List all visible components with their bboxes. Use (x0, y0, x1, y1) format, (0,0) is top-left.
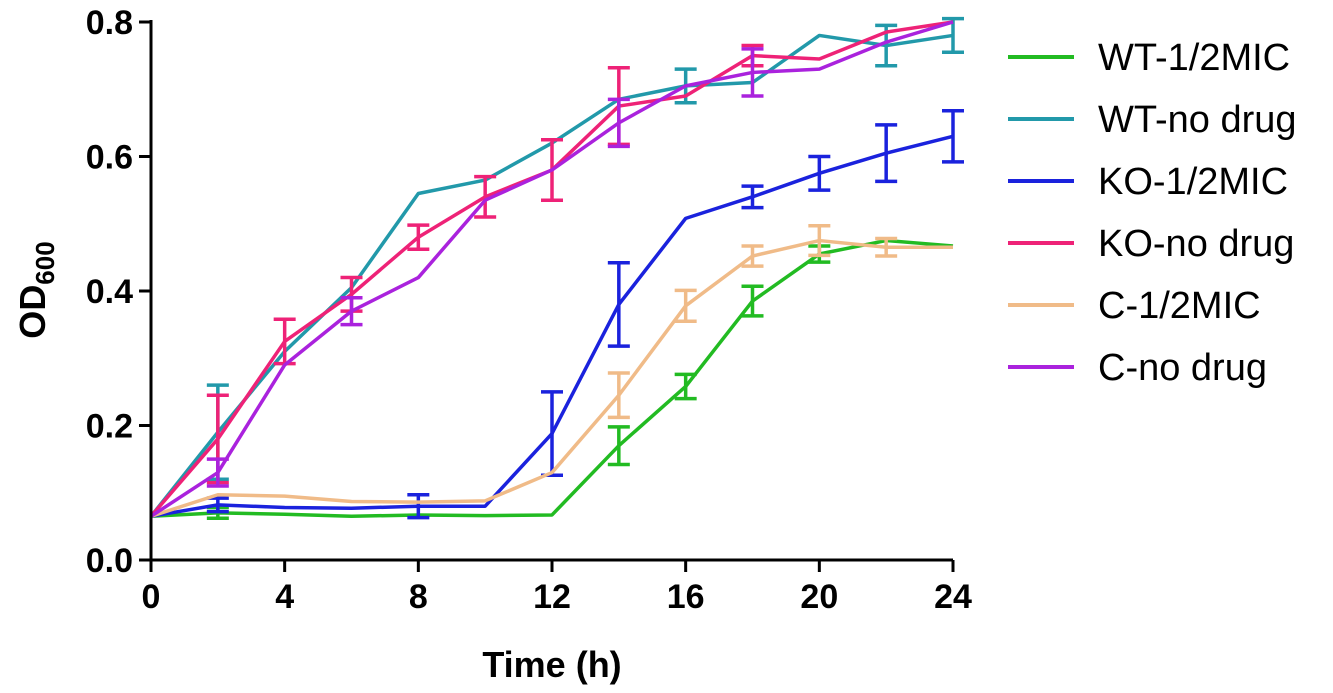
y-tick-label: 0.8 (86, 4, 133, 42)
y-axis-title-subscript: 600 (30, 241, 60, 284)
series-KO-1/2MIC (150, 109, 964, 520)
legend-label: C-1/2MIC (1098, 285, 1261, 327)
series-C-1/2MIC (150, 224, 953, 518)
data-point (340, 295, 363, 327)
y-tick-label: 0.2 (86, 408, 133, 446)
legend-item: WT-no drug (1008, 99, 1297, 141)
data-point (206, 457, 229, 488)
legend-item: KO-no drug (1008, 223, 1294, 265)
data-point (741, 184, 764, 210)
legend-label: WT-1/2MIC (1098, 37, 1290, 79)
series-C-no drug (150, 20, 954, 518)
legend-item: C-1/2MIC (1008, 285, 1261, 327)
y-axis-title-main: OD (12, 285, 53, 339)
axes (149, 20, 953, 562)
x-axis-title: Time (h) (482, 644, 621, 685)
series-line (150, 20, 954, 518)
x-tick-label: 0 (142, 578, 161, 616)
data-point (607, 425, 630, 467)
legend-label: WT-no drug (1098, 99, 1297, 141)
x-tick-label: 24 (934, 578, 972, 616)
data-point (808, 224, 831, 258)
data-point (474, 174, 497, 219)
data-point (808, 154, 831, 192)
legend-item: C-no drug (1008, 347, 1267, 389)
data-point (607, 261, 630, 348)
y-axis-title: OD600 (12, 241, 60, 338)
series-WT-no drug (149, 16, 964, 518)
y-tick-label: 0.6 (86, 139, 133, 177)
y-tick-label: 0.4 (86, 273, 133, 311)
legend-item: KO-1/2MIC (1008, 161, 1288, 203)
y-tick-label: 0.0 (86, 542, 133, 580)
legend-label: C-no drug (1098, 347, 1267, 389)
data-point (407, 493, 430, 520)
data-point (407, 223, 430, 252)
legend-label: KO-1/2MIC (1098, 161, 1288, 203)
data-point (674, 372, 697, 401)
data-point (875, 123, 898, 184)
series-layer (149, 16, 964, 521)
x-tick-label: 4 (275, 578, 294, 616)
x-tick-label: 20 (800, 578, 838, 616)
data-point (942, 16, 964, 55)
data-point (942, 109, 964, 164)
legend-item: WT-1/2MIC (1008, 37, 1290, 79)
ticks: 0 4 8 12 16 20 24 0.0 0.2 0.4 0.6 0.8 (86, 4, 972, 616)
data-point (741, 244, 764, 268)
x-tick-label: 16 (667, 578, 705, 616)
data-point (741, 47, 764, 98)
data-point (741, 284, 764, 318)
legend-label: KO-no drug (1098, 223, 1294, 265)
data-point (607, 97, 630, 149)
legend: WT-1/2MIC WT-no drug KO-1/2MIC KO-no drug C-… (1008, 37, 1297, 389)
x-tick-label: 12 (533, 578, 571, 616)
data-point (875, 236, 898, 258)
data-point (607, 371, 630, 420)
data-point (674, 288, 697, 324)
x-tick-label: 8 (409, 578, 428, 616)
